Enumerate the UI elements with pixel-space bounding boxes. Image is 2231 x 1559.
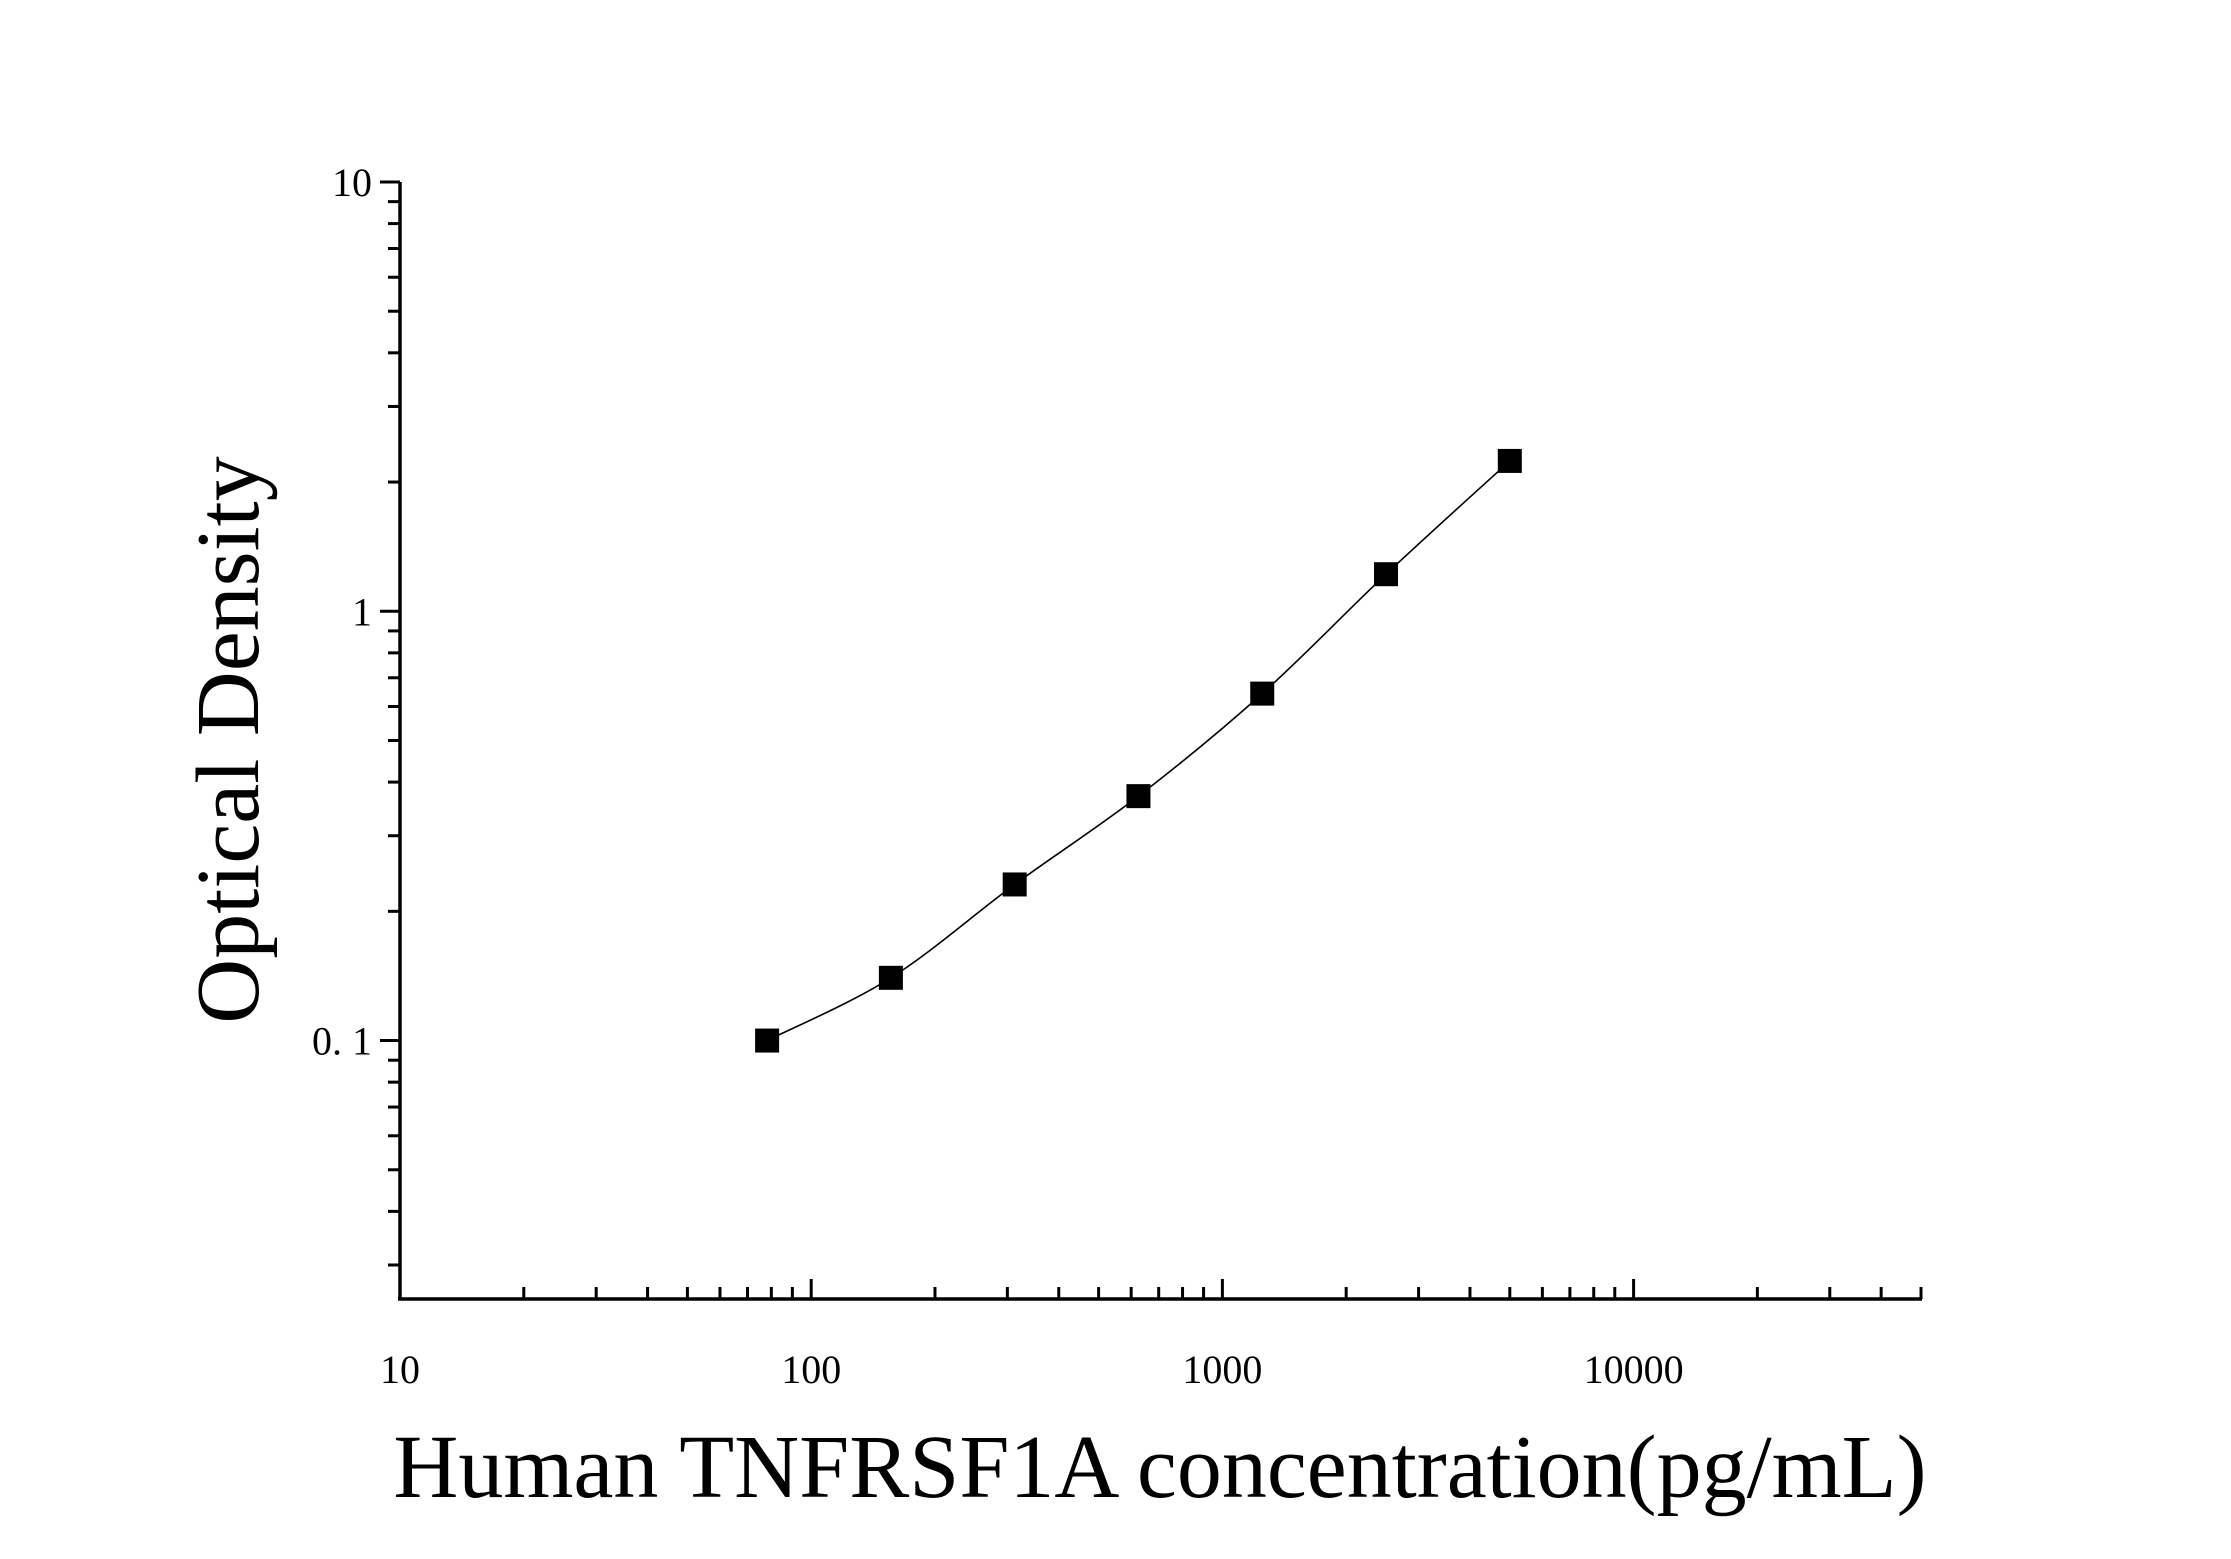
x-tick-label: 1000 (1182, 1347, 1262, 1392)
x-tick-label: 10000 (1584, 1347, 1684, 1392)
y-tick-label: 0. 1 (312, 1019, 372, 1064)
data-point (878, 965, 903, 990)
data-point (1374, 562, 1399, 587)
data-point (1250, 681, 1275, 706)
fit-curve (766, 460, 1511, 1042)
data-point (1126, 784, 1151, 809)
x-tick-label: 10 (380, 1347, 420, 1392)
data-points (755, 448, 1522, 1053)
x-tick-label: 100 (781, 1347, 841, 1392)
data-point (755, 1028, 780, 1053)
x-tick-labels: 10 100 1000 10000 (380, 1347, 1684, 1392)
data-point (1002, 872, 1027, 897)
y-tick-label: 10 (332, 160, 372, 205)
x-axis-title: Human TNFRSF1A concentration(pg/mL) (393, 1418, 1926, 1517)
y-tick-label: 1 (352, 589, 372, 634)
data-point (1497, 448, 1522, 473)
y-axis-title: Optical Density (179, 456, 278, 1023)
y-tick-labels: 0. 1 1 10 (312, 160, 372, 1064)
axis-ticks (380, 180, 1923, 1299)
